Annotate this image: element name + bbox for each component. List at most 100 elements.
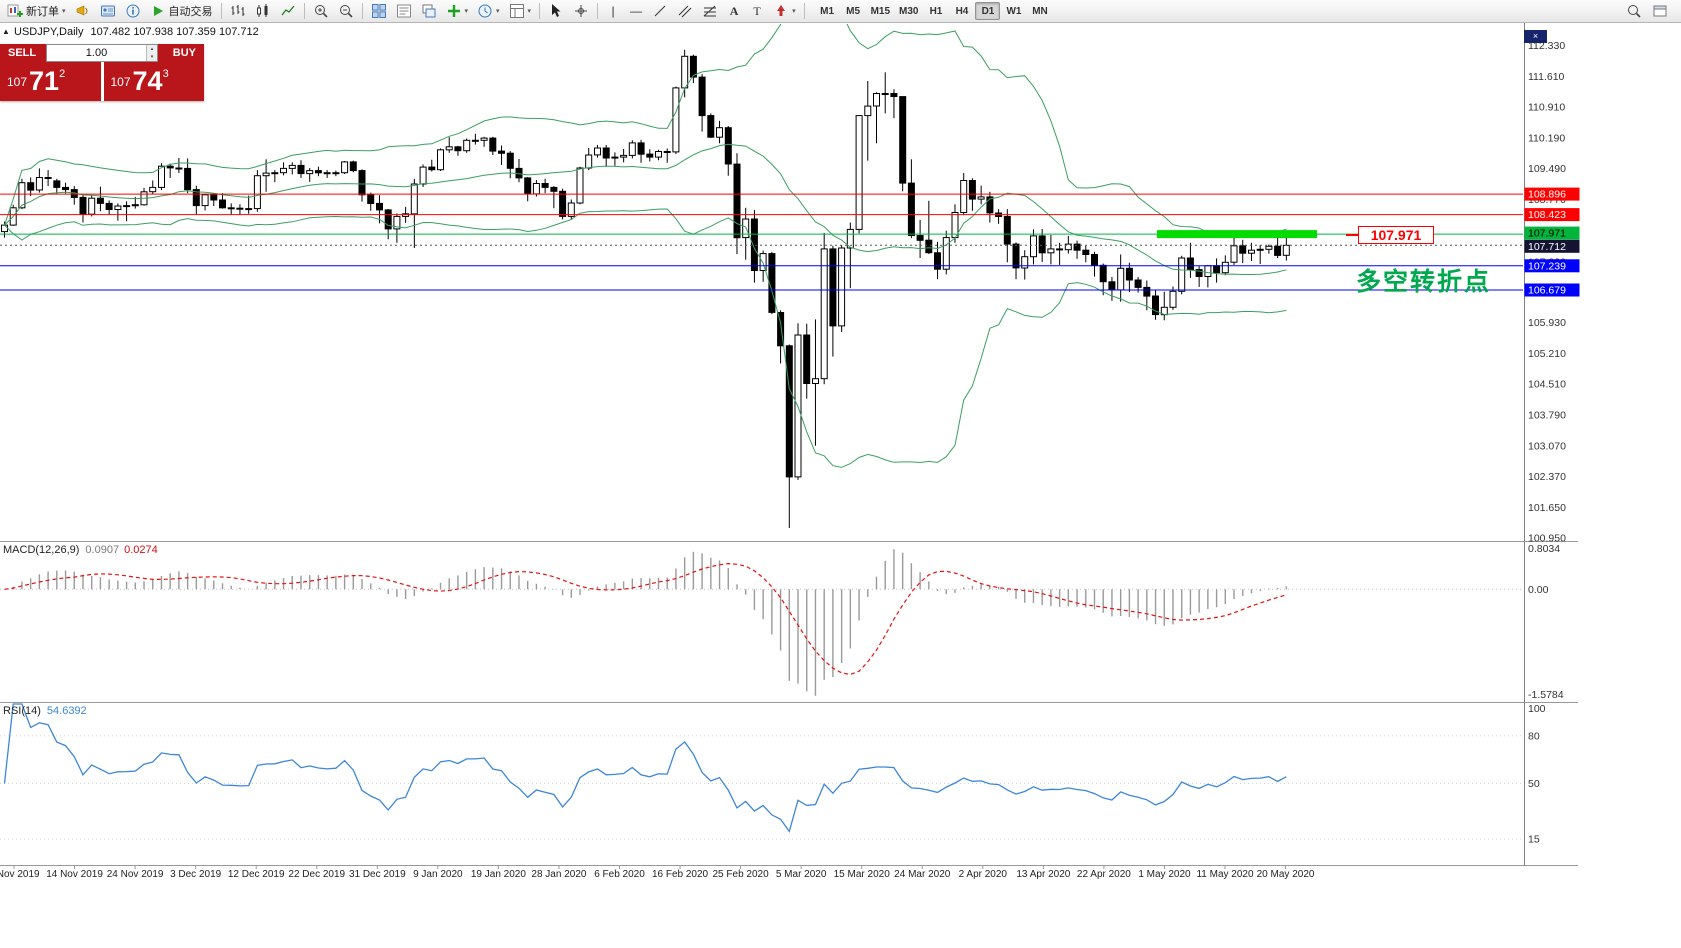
search-button[interactable] [1622, 1, 1646, 21]
horizontal-line-button[interactable]: — [625, 1, 647, 21]
lot-size-stepper[interactable]: 1.00 ▴ ▾ [46, 44, 158, 62]
sell-price-big: 71 [29, 66, 60, 97]
play-icon [153, 6, 163, 16]
vertical-line-button[interactable]: | [602, 1, 624, 21]
svg-text:13 Apr 2020: 13 Apr 2020 [1016, 869, 1070, 880]
svg-text:19 Jan 2020: 19 Jan 2020 [471, 869, 526, 880]
buy-price-sup: 3 [162, 68, 169, 80]
templates-button[interactable]: ▾ [505, 1, 536, 21]
timeframe-m15-button[interactable]: M15 [867, 2, 894, 20]
lot-increase-button[interactable]: ▴ [147, 45, 157, 53]
id-card-icon [100, 3, 116, 19]
info-icon [125, 3, 141, 19]
zoom-in-icon [313, 3, 329, 19]
timeframe-m1-button[interactable]: M1 [815, 2, 840, 20]
svg-text:104.510: 104.510 [1528, 378, 1566, 390]
buy-price-big: 74 [132, 66, 163, 97]
new-order-button[interactable]: 新订单 ▾ [3, 1, 70, 21]
text-tool-button[interactable]: A [723, 1, 745, 21]
toolbox-button[interactable] [1648, 1, 1672, 21]
arrange-windows-button[interactable] [417, 1, 441, 21]
price-level-callout[interactable]: 107.971 [1358, 226, 1434, 244]
data-window-button[interactable] [392, 1, 416, 21]
alerts-button[interactable] [71, 1, 95, 21]
timeframe-m5-button[interactable]: M5 [841, 2, 866, 20]
svg-text:107.239: 107.239 [1528, 260, 1566, 272]
contacts-button[interactable] [96, 1, 120, 21]
buy-price-base: 107 [110, 74, 131, 89]
chevron-down-icon: ▾ [527, 7, 532, 15]
text-label-button[interactable]: T [746, 1, 768, 21]
timeframe-w1-button[interactable]: W1 [1001, 2, 1026, 20]
timeframe-h1-button[interactable]: H1 [923, 2, 948, 20]
one-click-price-row: 107 71 2 107 74 3 [0, 62, 204, 101]
lot-decrease-button[interactable]: ▾ [147, 53, 157, 61]
crosshair-button[interactable] [569, 1, 593, 21]
panel-separators [0, 23, 1578, 866]
svg-text:108.423: 108.423 [1528, 209, 1566, 221]
macd-indicator-label: MACD(12,26,9) 0.0907 0.0274 [3, 544, 158, 556]
svg-text:28 Jan 2020: 28 Jan 2020 [531, 869, 586, 880]
svg-text:103.070: 103.070 [1528, 441, 1566, 453]
tile-windows-button[interactable] [367, 1, 391, 21]
svg-text:111.610: 111.610 [1528, 71, 1565, 83]
one-click-toggle[interactable]: ▲ [2, 27, 10, 36]
svg-text:16 Feb 2020: 16 Feb 2020 [652, 869, 709, 880]
svg-text:24 Mar 2020: 24 Mar 2020 [894, 869, 951, 880]
autotrading-button[interactable]: 自动交易 [146, 1, 217, 21]
crosshair-icon [575, 5, 588, 17]
channel-button[interactable] [673, 1, 697, 21]
lot-size-value[interactable]: 1.00 [85, 47, 108, 59]
trendline-button[interactable] [648, 1, 672, 21]
cursor-button[interactable] [544, 1, 568, 21]
horizontal-levels [0, 193, 1523, 291]
macd-main-value: 0.0907 [85, 544, 120, 556]
macd-name: MACD(12,26,9) [3, 544, 80, 556]
timeframe-mn-button[interactable]: MN [1027, 2, 1052, 20]
search-icon [1626, 3, 1642, 19]
svg-text:80: 80 [1528, 730, 1540, 742]
bar-chart-button[interactable] [226, 1, 250, 21]
toolbar-separator [303, 3, 305, 19]
svg-text:31 Dec 2019: 31 Dec 2019 [349, 869, 406, 880]
buy-button[interactable]: 107 74 3 [103, 62, 204, 101]
svg-text:22 Dec 2019: 22 Dec 2019 [288, 869, 345, 880]
horizontal-line-icon: — [630, 4, 643, 18]
autotrading-label: 自动交易 [168, 6, 213, 18]
periods-button[interactable]: ▾ [473, 1, 504, 21]
chart-close-button[interactable]: × [1524, 30, 1547, 43]
svg-text:20 May 2020: 20 May 2020 [1257, 869, 1315, 880]
fibonacci-button[interactable] [698, 1, 722, 21]
timeframe-m30-button[interactable]: M30 [895, 2, 922, 20]
clock-icon [477, 3, 493, 19]
channel-icon [677, 3, 693, 19]
zoom-out-button[interactable] [334, 1, 358, 21]
zoom-in-button[interactable] [309, 1, 333, 21]
rsi-panel: 100 80 50 15 [0, 703, 1546, 846]
sell-label: SELL [0, 44, 46, 62]
sell-button[interactable]: 107 71 2 [0, 62, 101, 101]
bollinger-lower-band [4, 208, 1287, 468]
timeframe-h4-button[interactable]: H4 [949, 2, 974, 20]
svg-text:24 Nov 2019: 24 Nov 2019 [107, 869, 164, 880]
one-click-top-row: SELL 1.00 ▴ ▾ BUY [0, 44, 204, 62]
candlestick-chart-button[interactable] [251, 1, 275, 21]
info-button[interactable] [121, 1, 145, 21]
chart-symbol-period: USDJPY,Daily [14, 26, 84, 38]
add-indicator-button[interactable]: ▾ [442, 1, 473, 21]
chart-title: USDJPY,Daily 107.482 107.938 107.359 107.… [14, 26, 259, 38]
svg-text:5 Mar 2020: 5 Mar 2020 [776, 869, 827, 880]
rsi-line [3, 703, 1287, 833]
green-plus-icon [447, 5, 460, 17]
support-rectangle-object[interactable] [1157, 230, 1317, 239]
macd-panel: 0.8034 0.00 -1.5784 [0, 543, 1564, 701]
line-chart-button[interactable] [276, 1, 300, 21]
ohlc-bars-icon [230, 3, 246, 19]
arrows-tool-button[interactable]: ▾ [769, 1, 800, 21]
timeframe-d1-button[interactable]: D1 [975, 2, 1001, 20]
price-callout-pointer [1346, 234, 1358, 236]
turning-point-note[interactable]: 多空转折点 [1356, 268, 1492, 296]
chevron-down-icon: ▾ [464, 7, 469, 15]
